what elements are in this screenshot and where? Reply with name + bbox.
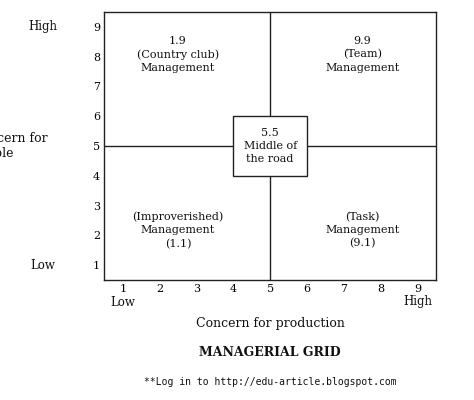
Text: High: High: [403, 296, 432, 308]
Text: Concern for
people: Concern for people: [0, 132, 47, 160]
Text: 9.9
(Team)
Management: 9.9 (Team) Management: [325, 36, 400, 73]
Text: Low: Low: [30, 259, 55, 272]
Text: Concern for production: Concern for production: [196, 318, 345, 330]
Text: (Improverished)
Management
(1.1): (Improverished) Management (1.1): [132, 212, 224, 249]
FancyBboxPatch shape: [233, 116, 307, 176]
Text: Low: Low: [110, 296, 135, 308]
Text: High: High: [28, 20, 57, 33]
Text: 1.9
(Country club)
Management: 1.9 (Country club) Management: [137, 36, 219, 73]
Text: MANAGERIAL GRID: MANAGERIAL GRID: [200, 346, 341, 358]
Text: (Task)
Management
(9.1): (Task) Management (9.1): [325, 212, 400, 249]
Text: **Log in to http://edu-article.blogspot.com: **Log in to http://edu-article.blogspot.…: [144, 377, 396, 387]
Text: 5.5
Middle of
the road: 5.5 Middle of the road: [244, 128, 297, 164]
